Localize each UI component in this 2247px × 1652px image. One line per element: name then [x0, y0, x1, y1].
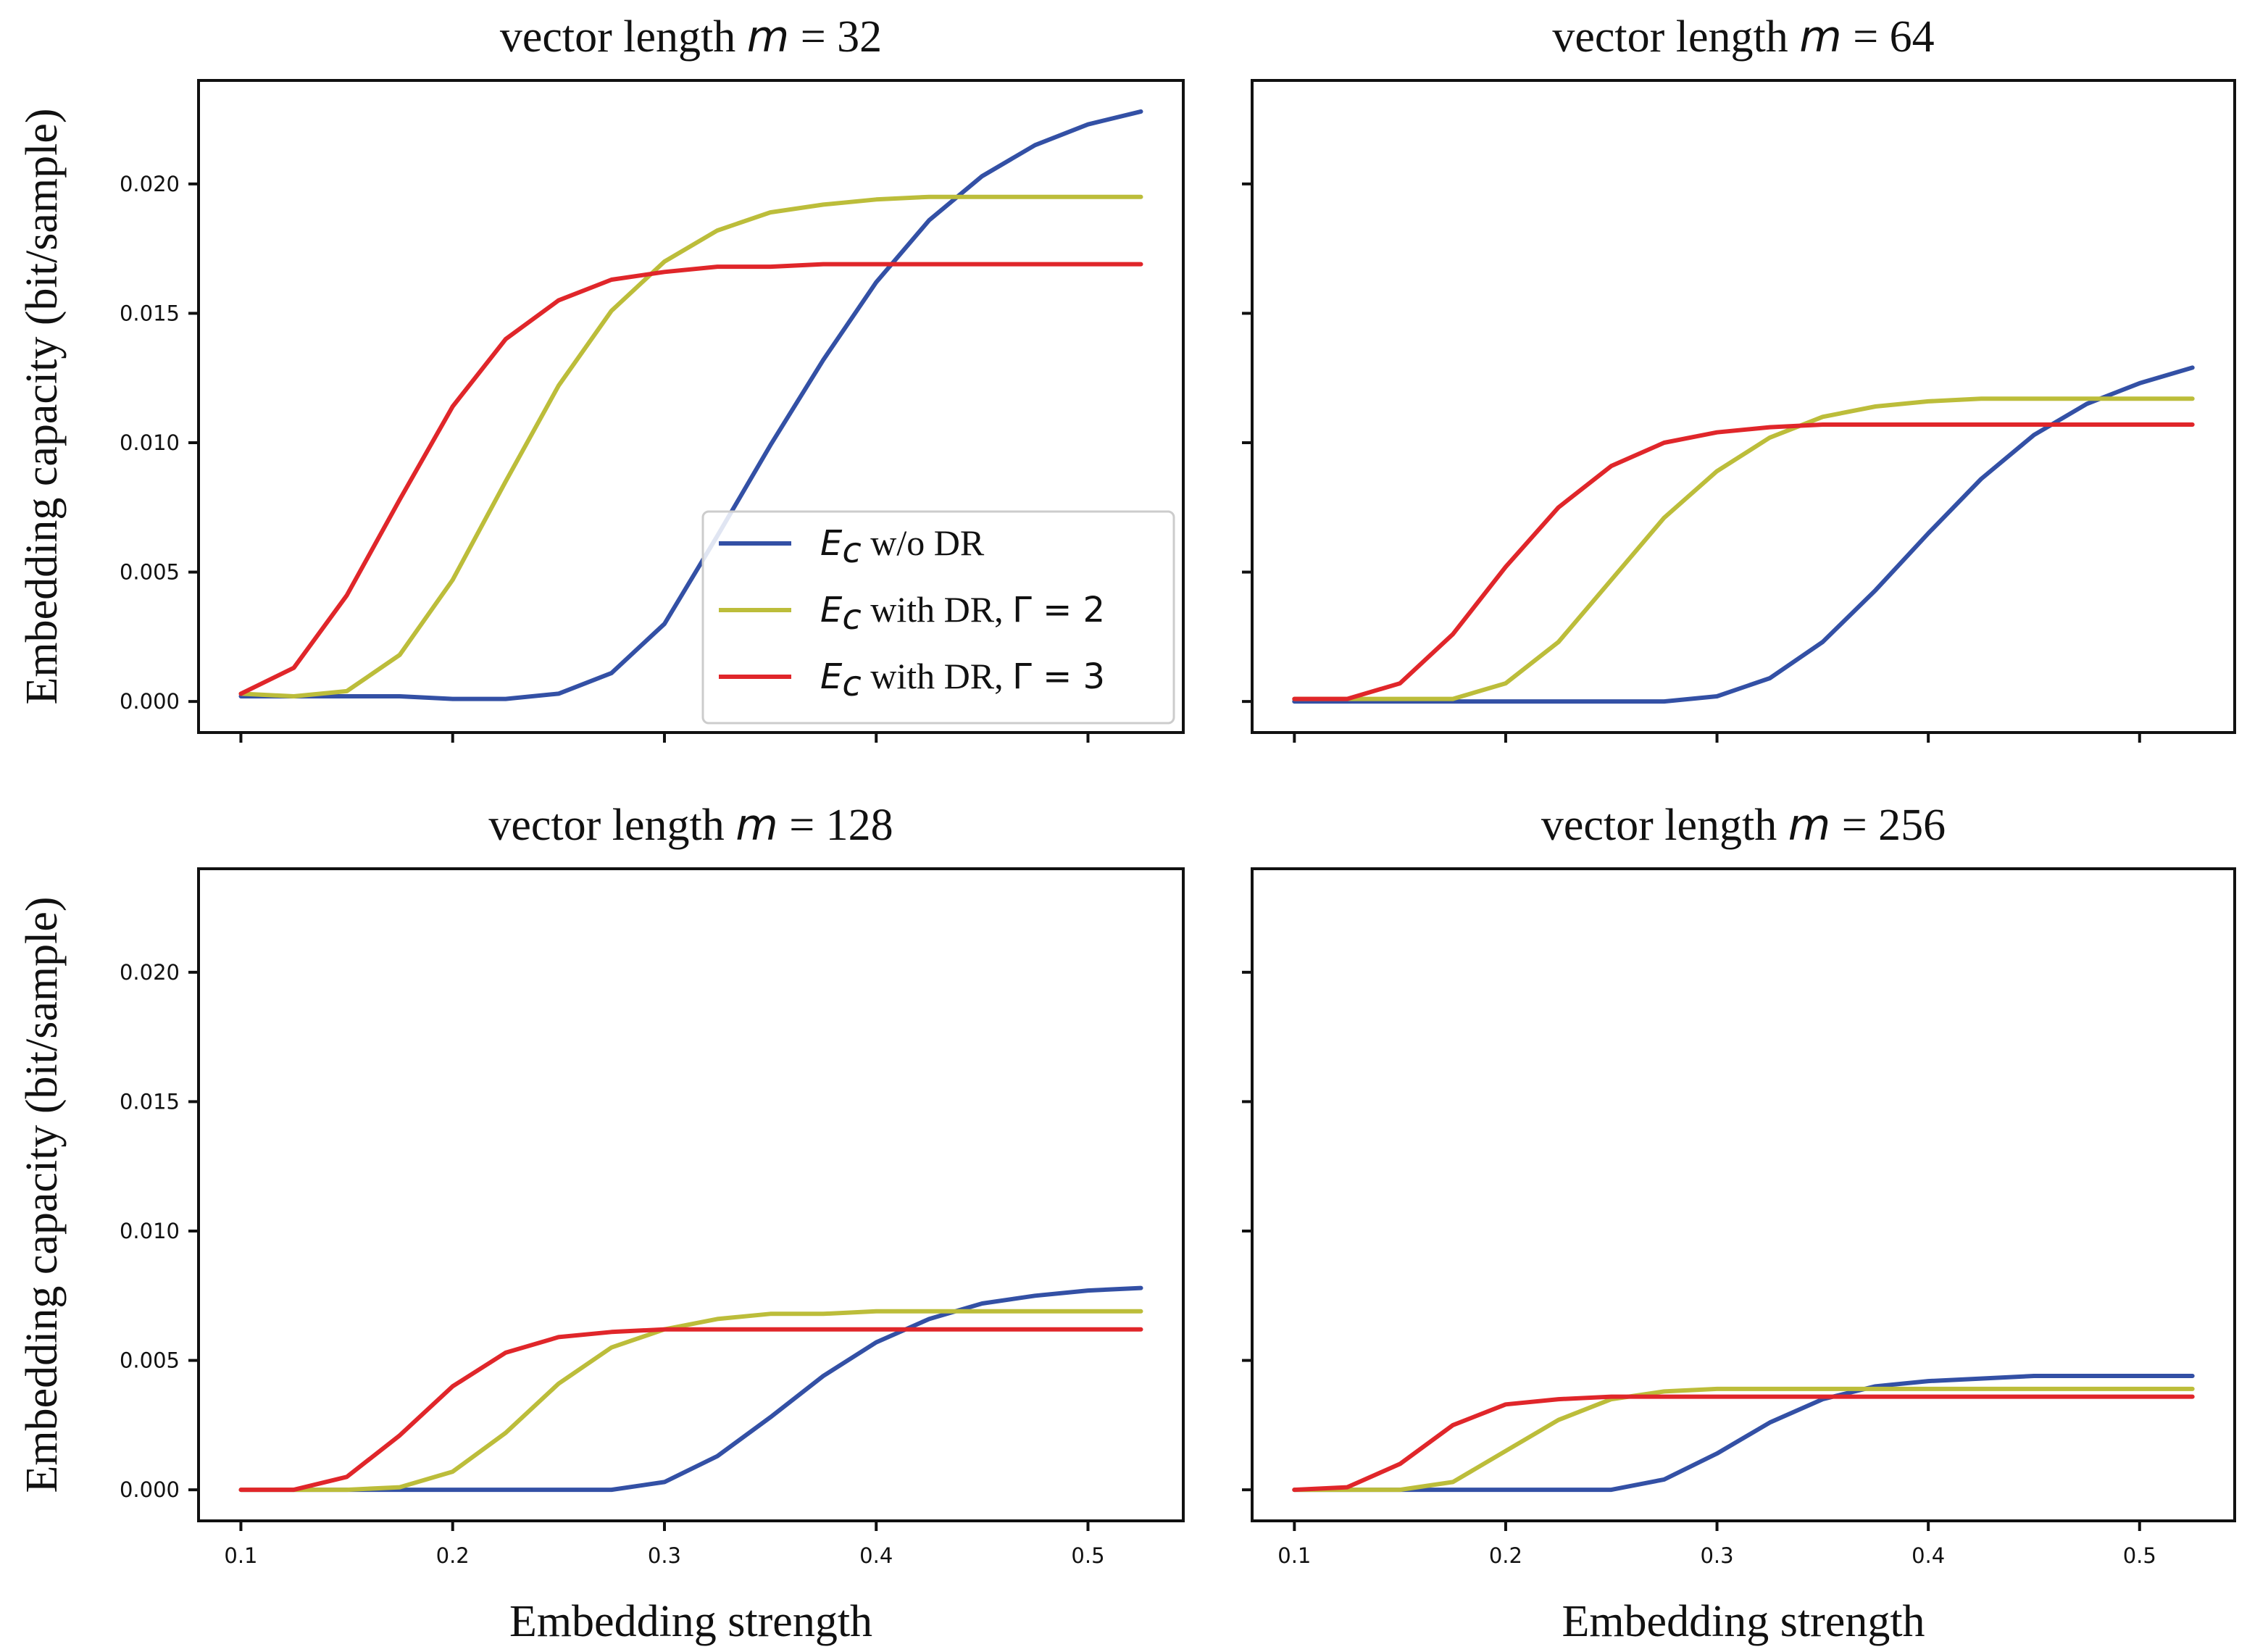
- subplot-2: vector length m = 64: [1242, 12, 2236, 743]
- x-tick-label: 0.1: [224, 1543, 257, 1568]
- y-tick-label: 0.000: [120, 689, 180, 714]
- y-tick-label: 0.020: [120, 172, 180, 196]
- series-line: [1292, 1374, 2195, 1493]
- series-line: [1292, 1386, 2195, 1493]
- legend-math: E: [820, 656, 843, 697]
- subplot-4: vector length m = 256 0.1 0.2 0.3 0.4 0.5 Embe…: [1242, 800, 2236, 1646]
- y-tick-label: 0.010: [120, 1219, 180, 1243]
- series-line: [238, 1285, 1143, 1493]
- title-variable: m: [1788, 800, 1830, 851]
- legend-label: Ec w/o DR: [820, 522, 985, 571]
- y-axis-label: Embedding capacity (bit/sample): [17, 897, 67, 1493]
- legend-subscript: c: [842, 597, 861, 638]
- plot-frame: [1251, 867, 2236, 1522]
- y-tick-label: 0.005: [120, 1348, 180, 1373]
- series-line: [238, 109, 1143, 701]
- legend-label: Ec with DR, Γ = 3: [820, 656, 1105, 704]
- x-tick-label: 0.5: [2123, 1543, 2156, 1568]
- x-tick-label: 0.4: [859, 1543, 893, 1568]
- series-line: [1292, 1394, 2195, 1493]
- series-line: [238, 262, 1143, 696]
- title-prefix: vector length: [1552, 12, 1799, 62]
- legend-text: w/o DR: [862, 522, 985, 563]
- x-tick-label: 0.2: [1489, 1543, 1522, 1568]
- x-tick-label: 0.5: [1071, 1543, 1104, 1568]
- x-tick-label: 0.2: [436, 1543, 470, 1568]
- x-tick-label: 0.3: [1700, 1543, 1733, 1568]
- x-tick-label: 0.3: [648, 1543, 681, 1568]
- title-variable: m: [747, 12, 789, 62]
- title-variable: m: [1799, 12, 1841, 62]
- plot-frame: [1251, 79, 2236, 734]
- title-value: = 32: [789, 12, 882, 62]
- legend-text: with DR,: [862, 589, 1012, 630]
- series-line: [238, 194, 1143, 698]
- series-line: [238, 1327, 1143, 1493]
- title-value: = 64: [1842, 12, 1935, 62]
- y-tick-label: 0.005: [120, 560, 180, 585]
- title-prefix: vector length: [488, 801, 735, 850]
- y-tick-label: 0.020: [120, 960, 180, 985]
- y-axis-label: Embedding capacity (bit/sample): [17, 109, 67, 705]
- legend-symbol: Γ = 2: [1012, 590, 1105, 630]
- plot-frame: [197, 867, 1185, 1522]
- series-line: [1292, 396, 2195, 701]
- title-variable: m: [735, 800, 778, 851]
- legend-label: Ec with DR, Γ = 2: [820, 589, 1105, 638]
- subplot-3: vector length m = 128 0.000 0.005 0.010 0.01…: [17, 800, 1185, 1646]
- y-tick-label: 0.015: [120, 1089, 180, 1114]
- legend-subscript: c: [842, 664, 861, 704]
- x-axis-label: Embedding strength: [1562, 1597, 1925, 1646]
- x-tick-label: 0.1: [1277, 1543, 1311, 1568]
- y-tick-label: 0.000: [120, 1477, 180, 1502]
- legend-text: with DR,: [862, 656, 1012, 696]
- legend-math: E: [820, 523, 843, 564]
- subplot-title: vector length m = 256: [1541, 800, 1946, 851]
- legend-box: [701, 510, 1175, 725]
- series-line: [1292, 365, 2195, 704]
- y-tick-label: 0.010: [120, 430, 180, 455]
- legend-subscript: c: [842, 530, 861, 571]
- title-value: = 128: [778, 801, 893, 850]
- subplot-title: vector length m = 32: [500, 12, 882, 62]
- subplot-title: vector length m = 128: [488, 800, 893, 851]
- title-prefix: vector length: [500, 12, 747, 62]
- legend-symbol: Γ = 3: [1012, 656, 1105, 697]
- title-prefix: vector length: [1541, 801, 1788, 850]
- subplot-1: vector length m = 32 0.000 0.005 0.010 0.015…: [17, 12, 1185, 743]
- y-tick-label: 0.015: [120, 301, 180, 325]
- x-tick-label: 0.4: [1912, 1543, 1945, 1568]
- series-line: [238, 1309, 1143, 1493]
- subplot-title: vector length m = 64: [1552, 12, 1934, 62]
- x-axis-label: Embedding strength: [509, 1597, 872, 1646]
- series-line: [1292, 422, 2195, 701]
- plot-frame: [197, 79, 1185, 734]
- legend-math: E: [820, 590, 843, 630]
- title-value: = 256: [1830, 801, 1946, 850]
